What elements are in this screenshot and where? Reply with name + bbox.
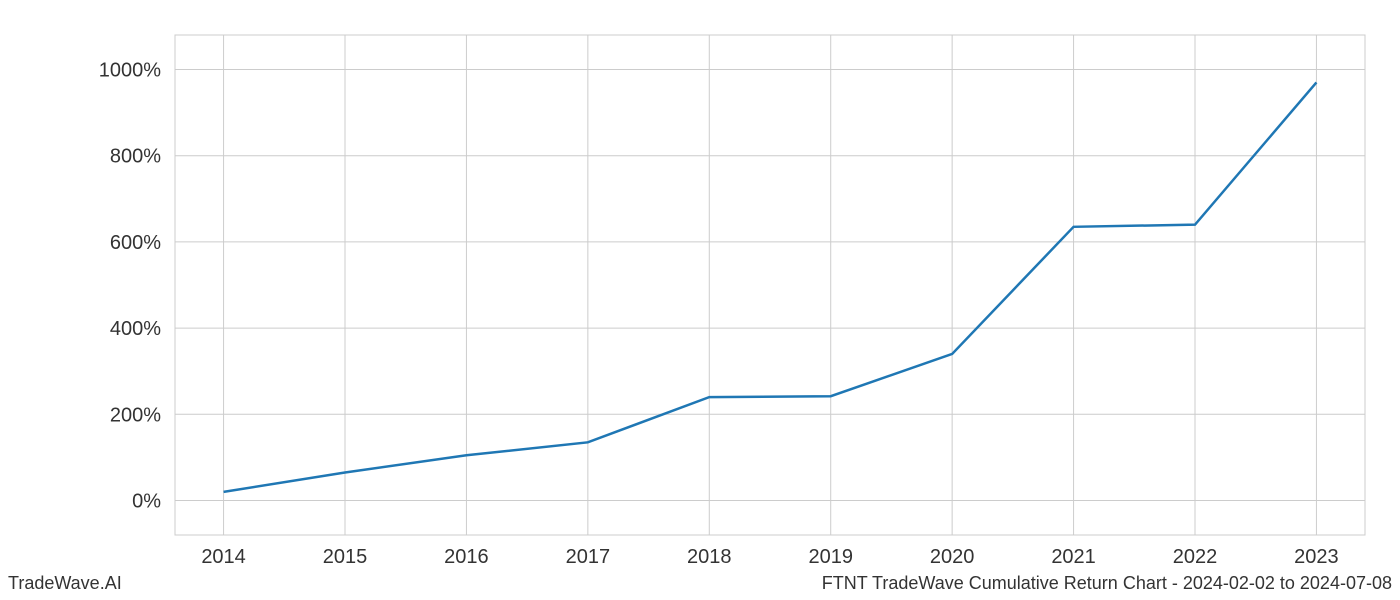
x-tick-label: 2016	[444, 546, 489, 568]
y-tick-label: 800%	[110, 146, 161, 168]
x-tick-label: 2015	[323, 546, 368, 568]
x-tick-label: 2018	[687, 546, 732, 568]
x-tick-label: 2019	[808, 546, 853, 568]
line-chart: 0% 200% 400% 600% 800% 1000% 2014 2015 2016 2017 2…	[0, 0, 1400, 600]
x-tick-label: 2020	[930, 546, 975, 568]
y-tick-label: 400%	[110, 318, 161, 340]
y-tick-label: 0%	[132, 491, 161, 513]
footer-right-caption: FTNT TradeWave Cumulative Return Chart -…	[822, 573, 1392, 594]
footer-left-credit: TradeWave.AI	[8, 573, 122, 594]
x-tick-label: 2017	[566, 546, 611, 568]
x-tick-label: 2021	[1051, 546, 1096, 568]
chart-container: 0% 200% 400% 600% 800% 1000% 2014 2015 2016 2017 2…	[0, 0, 1400, 600]
y-tick-label: 200%	[110, 404, 161, 426]
y-tick-label: 600%	[110, 232, 161, 254]
x-tick-label: 2022	[1173, 546, 1218, 568]
x-tick-label: 2023	[1294, 546, 1339, 568]
y-tick-label: 1000%	[99, 59, 161, 81]
x-tick-label: 2014	[201, 546, 246, 568]
